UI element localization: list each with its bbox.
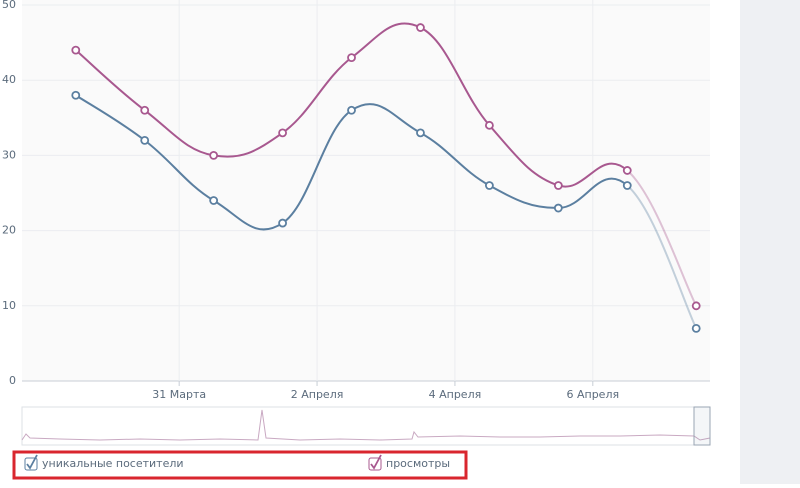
plot-background: [22, 0, 710, 381]
data-point: [71, 90, 81, 100]
legend-frame: [12, 450, 468, 480]
data-point: [553, 181, 563, 190]
data-point: [209, 196, 219, 205]
data-point: [691, 301, 701, 311]
x-tick-label: 31 Марта: [152, 388, 206, 401]
legend-check: [26, 454, 38, 470]
data-point: [416, 23, 425, 32]
data-point: [416, 128, 425, 138]
y-tick-label: 30: [2, 148, 16, 161]
data-point: [553, 203, 563, 213]
data-point: [347, 105, 356, 115]
series-line: [75, 94, 698, 329]
data-point: [278, 218, 287, 228]
data-point: [209, 150, 219, 160]
navigator-line: [21, 409, 711, 441]
y-tick-label: 40: [2, 73, 16, 86]
y-tick-label: 0: [9, 374, 16, 387]
x-tick-label: 6 Апреля: [566, 388, 619, 401]
data-point: [622, 166, 632, 175]
legend-item[interactable]: уникальные посетители: [24, 454, 184, 471]
x-tick-label: 4 Апреля: [429, 388, 482, 401]
y-tick-label: 20: [2, 224, 16, 237]
legend-label: просмотры: [386, 457, 450, 470]
data-point: [622, 181, 632, 190]
x-tick-label: 2 Апреля: [291, 388, 344, 401]
data-point: [484, 181, 494, 190]
data-point: [347, 53, 356, 63]
data-point: [71, 45, 81, 55]
y-tick-label: 50: [2, 0, 16, 11]
data-point: [691, 323, 701, 333]
data-point: [140, 135, 150, 145]
legend-check: [370, 454, 382, 470]
legend-label: уникальные посетители: [42, 457, 184, 470]
legend-item[interactable]: просмотры: [368, 454, 450, 471]
side-panel: [740, 0, 800, 484]
data-point: [278, 128, 287, 138]
y-tick-label: 10: [2, 299, 16, 312]
data-point: [484, 120, 494, 130]
data-point: [140, 105, 150, 115]
navigator-selection[interactable]: [693, 406, 711, 446]
series-line: [75, 22, 698, 307]
